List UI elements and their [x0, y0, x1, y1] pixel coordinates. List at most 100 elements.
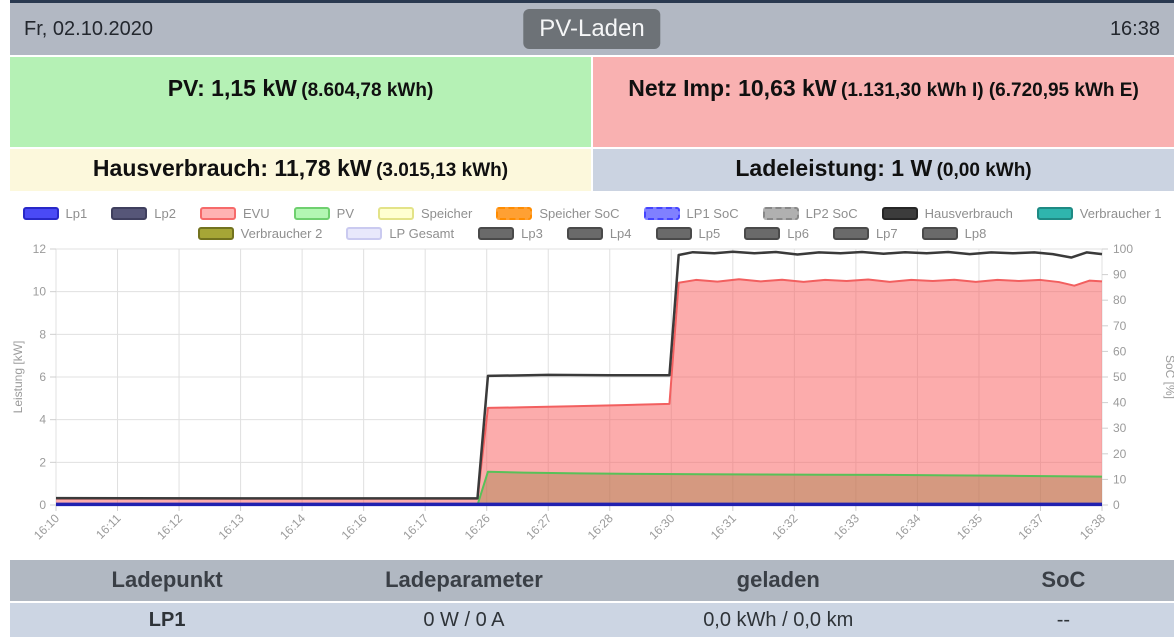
legend-item-speicher[interactable]: Speicher — [378, 206, 472, 221]
legend-label: EVU — [242, 205, 270, 221]
x-tick: 16:28 — [585, 511, 616, 542]
x-tick: 16:35 — [954, 511, 985, 542]
legend-swatch — [744, 226, 781, 240]
x-tick: 16:26 — [462, 511, 493, 542]
y-left-tick: 6 — [39, 370, 46, 384]
legend-item-lp1[interactable]: Lp1 — [22, 205, 88, 221]
charge-point-table: Ladepunkt Ladeparameter geladen SoC LP1 … — [10, 560, 1174, 637]
legend-swatch — [643, 206, 680, 220]
x-tick: 16:30 — [646, 511, 677, 542]
col-ladeparameter: Ladeparameter — [385, 567, 543, 592]
legend-label: Verbraucher 2 — [240, 225, 323, 241]
legend-item-lp8[interactable]: Lp8 — [921, 225, 987, 241]
legend-label: Lp3 — [521, 225, 543, 241]
pv-power: PV: 1,15 kW — [167, 75, 297, 101]
y-right-tick: 30 — [1113, 421, 1127, 435]
legend-item-lp4[interactable]: Lp4 — [566, 225, 632, 241]
charge-power-panel: Ladeleistung: 1 W (0,00 kWh) — [593, 149, 1174, 191]
y-left-axis-title: Leistung [kW] — [11, 341, 25, 414]
status-panels: PV: 1,15 kW (8.604,78 kWh) Netz Imp: 10,… — [10, 57, 1174, 191]
line-hausverbrauch — [55, 250, 1103, 500]
legend-swatch — [111, 206, 148, 220]
x-tick: 16:11 — [93, 511, 124, 542]
legend-swatch — [655, 226, 692, 240]
legend-swatch — [22, 206, 59, 220]
y-right-tick: 80 — [1113, 293, 1127, 307]
y-left-tick: 4 — [39, 413, 46, 427]
legend-label: LP Gesamt — [389, 225, 455, 241]
legend-item-lp2[interactable]: Lp2 — [111, 206, 176, 221]
y-right-tick: 10 — [1113, 472, 1127, 486]
x-tick: 16:31 — [708, 511, 739, 542]
x-tick: 16:27 — [523, 511, 554, 542]
x-tick: 16:16 — [339, 511, 370, 542]
legend-label: Lp1 — [65, 205, 88, 221]
legend-item-verbraucher-2[interactable]: Verbraucher 2 — [197, 225, 323, 241]
legend-item-lp5[interactable]: Lp5 — [655, 225, 721, 241]
y-left-tick: 12 — [33, 243, 47, 256]
house-consumption-panel: Hausverbrauch: 11,78 kW (3.015,13 kWh) — [10, 149, 591, 191]
y-right-tick: 60 — [1113, 344, 1127, 358]
pv-energy: (8.604,78 kWh) — [301, 80, 434, 101]
lp1-soc: -- — [1056, 609, 1071, 631]
legend-item-verbraucher-1[interactable]: Verbraucher 1 — [1036, 206, 1161, 221]
x-tick: 16:17 — [400, 511, 431, 542]
legend-item-lp6[interactable]: Lp6 — [744, 226, 809, 241]
col-ladepunkt: Ladepunkt — [111, 567, 223, 592]
y-right-tick: 20 — [1113, 447, 1127, 461]
date-label: Fr, 02.10.2020 — [24, 17, 153, 40]
legend-item-lp1-soc[interactable]: LP1 SoC — [643, 205, 739, 221]
legend-swatch — [832, 226, 869, 240]
x-tick: 16:37 — [1015, 511, 1046, 542]
chart-lines — [55, 250, 1103, 507]
area-evu — [56, 279, 1102, 505]
legend-swatch — [881, 206, 918, 220]
grid-import-panel: Netz Imp: 10,63 kW (1.131,30 kWh I) (6.7… — [593, 57, 1174, 147]
legend-swatch — [293, 206, 330, 220]
lp1-parameter: 0 W / 0 A — [423, 609, 505, 631]
legend-swatch — [378, 206, 415, 220]
pv-panel: PV: 1,15 kW (8.604,78 kWh) — [10, 57, 591, 147]
legend-item-pv[interactable]: PV — [293, 205, 355, 221]
y-right-axis-title: SoC [%] — [1163, 355, 1174, 399]
legend-label: Lp6 — [787, 225, 809, 241]
legend-label: Lp8 — [964, 225, 987, 241]
charge-energy: (0,00 kWh) — [936, 160, 1032, 181]
legend-item-lp2-soc[interactable]: LP2 SoC — [762, 205, 858, 221]
legend-swatch — [346, 226, 383, 240]
chart-card: Lp1 Lp2 EVU PV Speicher Speicher SoC LP1 SoC LP… — [10, 195, 1174, 548]
legend-label: Lp7 — [875, 225, 898, 241]
chart-areas — [56, 279, 1102, 505]
y-right-tick: 90 — [1113, 268, 1127, 282]
chart-legend: Lp1 Lp2 EVU PV Speicher Speicher SoC LP1 SoC LP… — [10, 195, 1174, 243]
legend-label: LP2 SoC — [805, 205, 858, 221]
charge-mode-button[interactable]: PV-Laden — [523, 9, 661, 49]
legend-label: Speicher SoC — [539, 205, 620, 221]
legend-swatch — [496, 206, 533, 220]
legend-label: Speicher — [421, 205, 473, 221]
col-geladen: geladen — [736, 567, 820, 592]
x-tick: 16:34 — [892, 511, 923, 542]
legend-swatch — [197, 226, 234, 240]
legend-label: Lp4 — [609, 225, 632, 241]
legend-item-speicher-soc[interactable]: Speicher SoC — [496, 205, 620, 221]
legend-label: PV — [336, 205, 355, 221]
legend-swatch — [921, 226, 958, 240]
y-right-tick: 70 — [1113, 319, 1127, 333]
legend-item-lp7[interactable]: Lp7 — [832, 225, 898, 241]
x-tick: 16:33 — [831, 511, 862, 542]
legend-item-evu[interactable]: EVU — [199, 205, 270, 221]
legend-swatch — [478, 226, 515, 240]
legend-label: LP1 SoC — [686, 205, 739, 221]
legend-item-hausverbrauch[interactable]: Hausverbrauch — [881, 206, 1013, 221]
table-row: LP1 0 W / 0 A 0,0 kWh / 0,0 km -- — [10, 603, 1174, 637]
y-right-tick: 0 — [1113, 498, 1120, 512]
lp1-name: LP1 — [148, 609, 186, 631]
pv-laden-page: Fr, 02.10.2020 PV-Laden 16:38 PV: 1,15 k… — [10, 0, 1174, 637]
y-right-tick: 40 — [1113, 396, 1127, 410]
legend-label: Lp5 — [698, 225, 721, 241]
legend-item-lp3[interactable]: Lp3 — [478, 226, 543, 241]
y-left-tick: 8 — [39, 327, 46, 341]
x-tick: 16:12 — [154, 511, 185, 542]
legend-item-lp-gesamt[interactable]: LP Gesamt — [346, 226, 454, 241]
